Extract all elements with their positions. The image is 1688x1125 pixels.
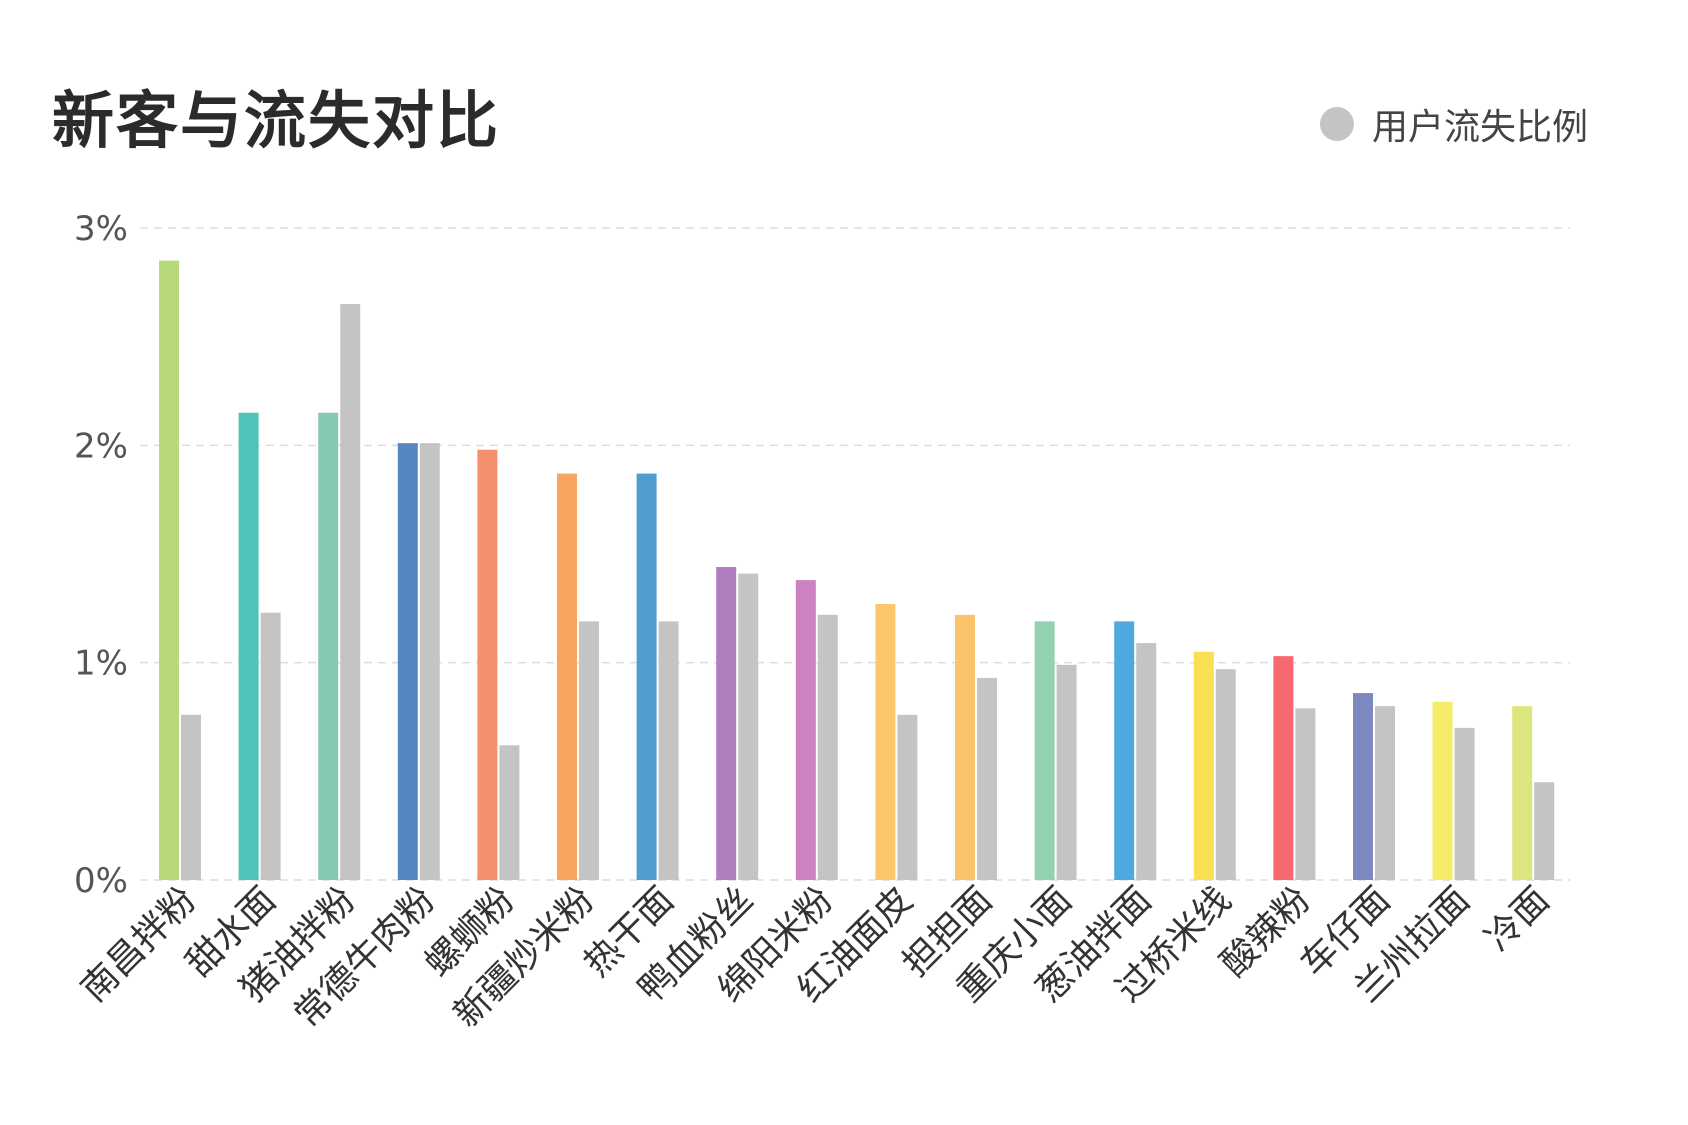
bar-churn — [499, 745, 520, 880]
bar-churn — [260, 612, 281, 880]
bar-churn — [1056, 664, 1077, 880]
y-tick-label: 3% — [74, 209, 128, 249]
bar-new-customer — [795, 580, 816, 880]
y-tick-label: 2% — [74, 426, 128, 466]
legend-label: 用户流失比例 — [1372, 107, 1589, 148]
x-tick-label: 酸辣粉 — [1213, 879, 1318, 984]
x-tick-label: 冷面 — [1478, 879, 1558, 959]
bar-churn — [1215, 669, 1236, 880]
bar-churn — [658, 621, 679, 880]
bar-new-customer — [397, 443, 418, 880]
bar-churn — [1534, 782, 1555, 880]
bar-churn — [977, 677, 997, 880]
bar-new-customer — [159, 260, 179, 881]
bar-new-customer — [1034, 621, 1055, 880]
bar-churn — [340, 304, 361, 881]
bar-churn — [181, 714, 201, 880]
bar-new-customer — [1432, 701, 1453, 880]
bar-churn — [1375, 706, 1395, 880]
chart-title: 新客与流失对比 — [52, 84, 501, 157]
bar-new-customer — [238, 412, 259, 880]
bar-churn — [738, 573, 759, 880]
bar-new-customer — [318, 412, 339, 880]
bar-new-customer — [716, 567, 737, 880]
bar-new-customer — [1353, 693, 1373, 880]
legend: 用户流失比例 — [1320, 98, 1588, 150]
bar-churn — [1295, 708, 1316, 880]
bar-churn — [419, 443, 440, 880]
bar-new-customer — [636, 473, 657, 880]
y-tick-label: 1% — [74, 644, 128, 684]
bar-churn — [1136, 643, 1157, 880]
bar-new-customer — [1193, 651, 1214, 880]
bar-new-customer — [477, 449, 498, 880]
bar-new-customer — [557, 473, 577, 880]
bar-churn — [579, 621, 599, 880]
bar-new-customer — [875, 603, 896, 880]
bar-churn — [1454, 727, 1475, 880]
y-tick-label: 0% — [74, 861, 128, 901]
legend-swatch — [1320, 107, 1354, 141]
bar-new-customer — [1512, 706, 1533, 880]
bar-new-customer — [1114, 621, 1135, 880]
bar-new-customer — [1273, 656, 1294, 880]
bar-churn — [817, 614, 838, 880]
bar-new-customer — [955, 614, 975, 880]
bar-churn — [897, 714, 918, 880]
